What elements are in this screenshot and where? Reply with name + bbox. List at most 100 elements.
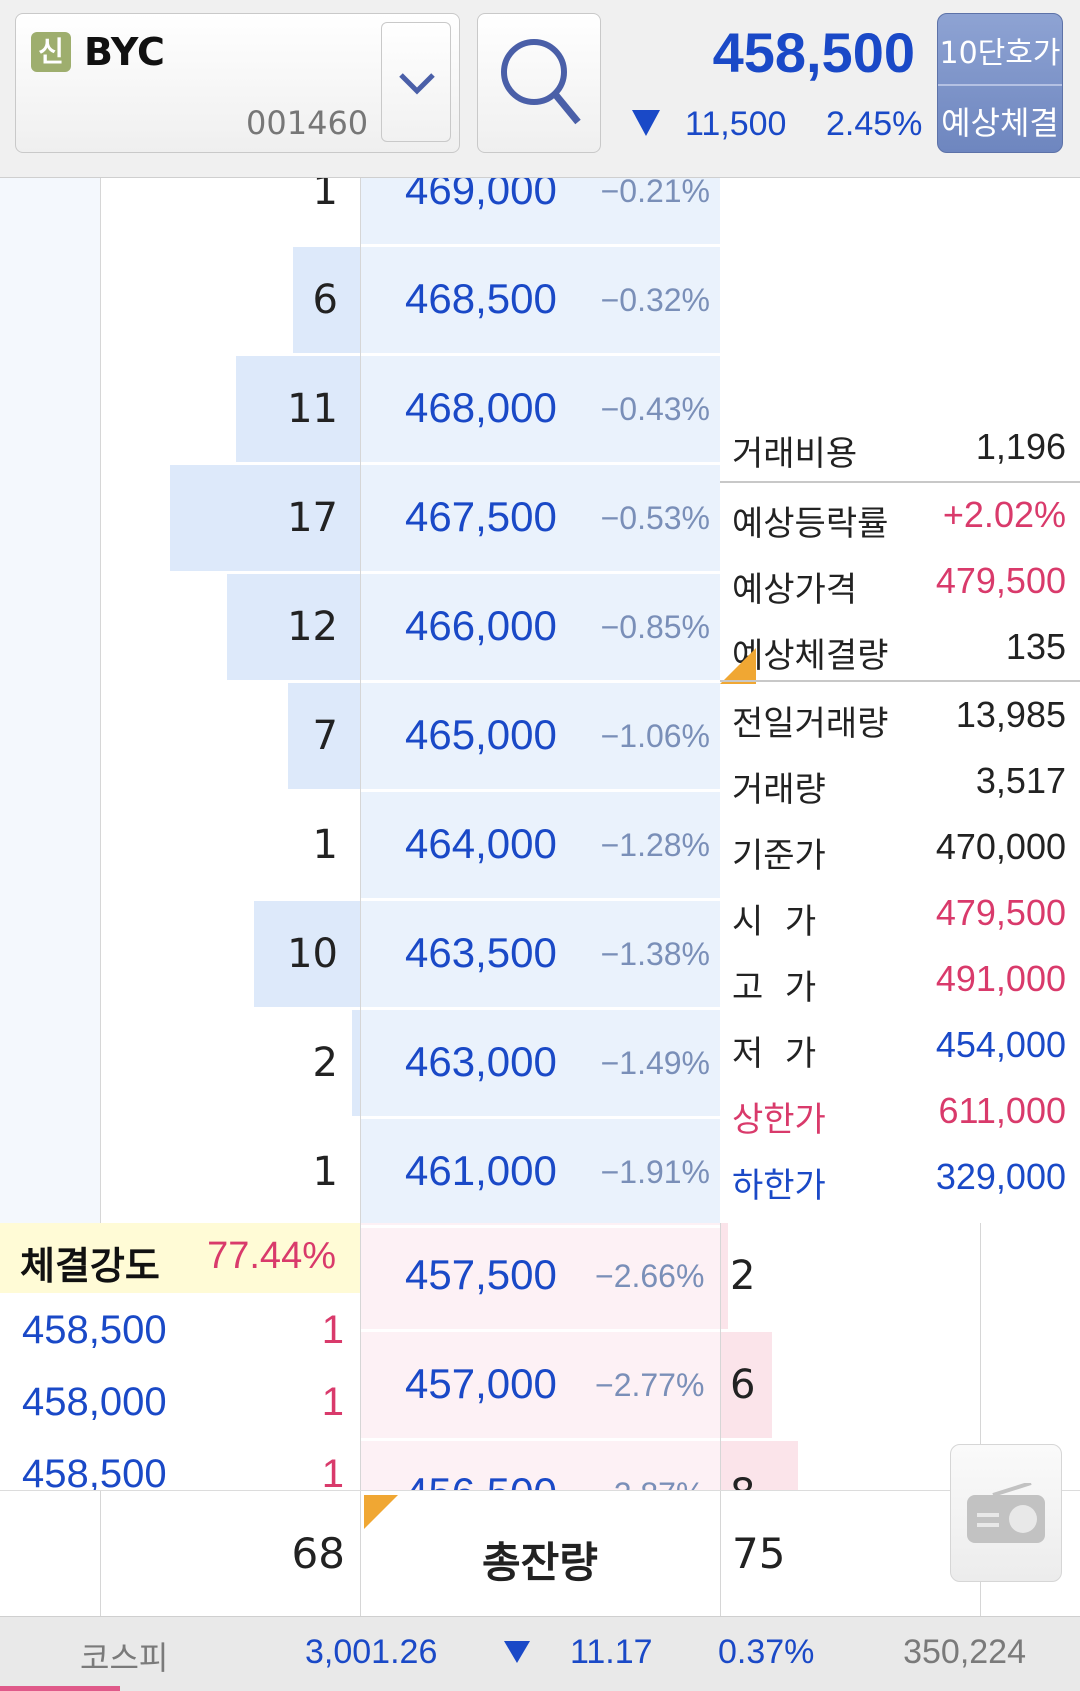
trade-price: 458,500 (22, 1308, 167, 1352)
ask-row-highlight (0, 1119, 100, 1228)
expected-rate-value: +2.02% (942, 494, 1066, 535)
prev-volume-label: 전일거래량 (732, 704, 889, 744)
trade-tick: 458,500 1 (0, 1298, 360, 1370)
ask-quantity: 12 (287, 604, 338, 650)
expected-volume-value: 135 (1005, 626, 1066, 667)
triangle-down-icon (632, 110, 660, 136)
stock-selector[interactable]: 신 BYC 001460 (15, 13, 460, 153)
ask-row[interactable]: 1 464,000 −1.28% (0, 792, 720, 901)
ask-row-highlight (0, 792, 100, 901)
ask-rate: −1.38% (600, 936, 710, 972)
expected-execution-label: 예상체결 (941, 104, 1059, 142)
column-divider (360, 1491, 361, 1617)
execution-strength-label: 체결강도 (20, 1244, 160, 1288)
triangle-down-icon (504, 1641, 530, 1663)
ask-quantity: 17 (287, 495, 338, 541)
total-corner-marker (364, 1495, 398, 1529)
bid-rate: −2.87% (595, 1476, 704, 1490)
ask-row[interactable]: 2 463,000 −1.49% (0, 1010, 720, 1119)
ask-quantity: 1 (312, 1149, 338, 1195)
index-indicator-line (0, 1686, 120, 1691)
row-separator (360, 898, 720, 901)
bid-row[interactable]: 456,500 −2.87% 8 (360, 1441, 1080, 1490)
ask-row[interactable]: 12 466,000 −0.85% (0, 574, 720, 683)
expected-corner-marker (720, 648, 756, 684)
trade-price: 458,000 (22, 1380, 167, 1424)
ask-quantity-bar (352, 1010, 360, 1116)
row-separator (360, 1329, 720, 1332)
ask-rate: −0.21% (600, 178, 710, 209)
ask-price[interactable]: 461,000 (405, 1147, 557, 1194)
bid-quantity-bar (720, 1441, 798, 1490)
bid-price[interactable]: 457,500 (405, 1251, 557, 1298)
search-button[interactable] (477, 13, 601, 153)
ask-price[interactable]: 468,500 (405, 275, 557, 322)
credit-badge: 신 (31, 32, 71, 72)
high-price-value: 491,000 (935, 958, 1066, 999)
bid-quantity-bar (720, 1332, 772, 1438)
prev-volume-value: 13,985 (955, 694, 1066, 735)
column-divider (100, 178, 101, 1223)
high-price-label: 고 가 (732, 968, 817, 1008)
market-index-bar[interactable]: 코스피 3,001.26 11.17 0.37% 350,224 (0, 1616, 1080, 1691)
ask-price-column (360, 178, 720, 1223)
ask-row[interactable]: 17 467,500 −0.53% (0, 465, 720, 574)
ask-price[interactable]: 464,000 (405, 820, 557, 867)
ask-price[interactable]: 463,000 (405, 1038, 557, 1085)
change-amount: 11,500 (685, 105, 787, 143)
bid-quantity: 2 (730, 1253, 756, 1299)
ask-row[interactable]: 1 461,000 −1.91% (0, 1119, 720, 1228)
ask-price[interactable]: 466,000 (405, 602, 557, 649)
ask-quantity: 1 (312, 178, 338, 214)
bid-price-column (360, 1223, 720, 1490)
stock-info-panel: 거래비용 1,196 예상등락률 +2.02% 예상가격 479,500 예상체… (720, 178, 1080, 1223)
ask-quantity: 6 (312, 277, 338, 323)
open-price-value: 479,500 (935, 892, 1066, 933)
row-separator (360, 680, 720, 683)
ask-quantity-bar (170, 465, 360, 571)
ask-price[interactable]: 465,000 (405, 711, 557, 758)
change-rate: 2.45% (826, 105, 923, 143)
ask-row-highlight (0, 178, 100, 247)
ask-row[interactable]: 11 468,000 −0.43% (0, 356, 720, 465)
ask-total: 68 (291, 1529, 345, 1578)
ask-quantity-bar (288, 683, 360, 789)
ask-price[interactable]: 469,000 (405, 178, 557, 213)
index-change: 11.17 (570, 1633, 653, 1671)
ask-quantity-bar (254, 901, 360, 1007)
ask-price[interactable]: 468,000 (405, 384, 557, 431)
ask-quantity-bar (227, 574, 360, 680)
bid-price[interactable]: 456,500 (405, 1469, 557, 1490)
ask-price[interactable]: 463,500 (405, 929, 557, 976)
ask-rate: −0.43% (600, 391, 710, 427)
search-icon (501, 39, 581, 125)
stock-dropdown-button[interactable] (381, 22, 451, 142)
bid-row[interactable]: 457,500 −2.66% 2 (360, 1223, 1080, 1332)
row-separator (360, 1225, 720, 1228)
ask-quantity: 2 (312, 1040, 338, 1086)
trade-qty: 1 (321, 1452, 344, 1490)
lower-limit-value: 329,000 (935, 1156, 1066, 1197)
row-separator (360, 571, 720, 574)
ten-level-quote-label: 10단호가 (939, 36, 1061, 71)
ask-price[interactable]: 467,500 (405, 493, 557, 540)
trade-tick: 458,000 1 (0, 1370, 360, 1442)
ask-row[interactable]: 7 465,000 −1.06% (0, 683, 720, 792)
ask-rate: −0.53% (600, 500, 710, 536)
bid-price[interactable]: 457,000 (405, 1360, 557, 1407)
ask-row[interactable]: 1 469,000 −0.21% (0, 178, 720, 247)
ask-row-highlight (0, 356, 100, 465)
bid-rate: −2.66% (595, 1258, 705, 1294)
order-book[interactable]: 1 469,000 −0.21% 6 468,500 −0.32% 11 468,000 −0.… (0, 178, 1080, 1490)
radio-icon (967, 1483, 1045, 1543)
ask-quantity: 11 (287, 386, 338, 432)
bid-row[interactable]: 457,000 −2.77% 6 (360, 1332, 1080, 1441)
expected-execution-button[interactable]: 10단호가 예상체결 (937, 13, 1063, 153)
upper-limit-label: 상한가 (732, 1100, 826, 1140)
ask-row[interactable]: 6 468,500 −0.32% (0, 247, 720, 356)
expected-rate-label: 예상등락률 (732, 504, 889, 544)
radio-button[interactable] (950, 1444, 1062, 1582)
row-separator (360, 1116, 720, 1119)
ask-row[interactable]: 10 463,500 −1.38% (0, 901, 720, 1010)
column-divider (720, 1491, 721, 1617)
